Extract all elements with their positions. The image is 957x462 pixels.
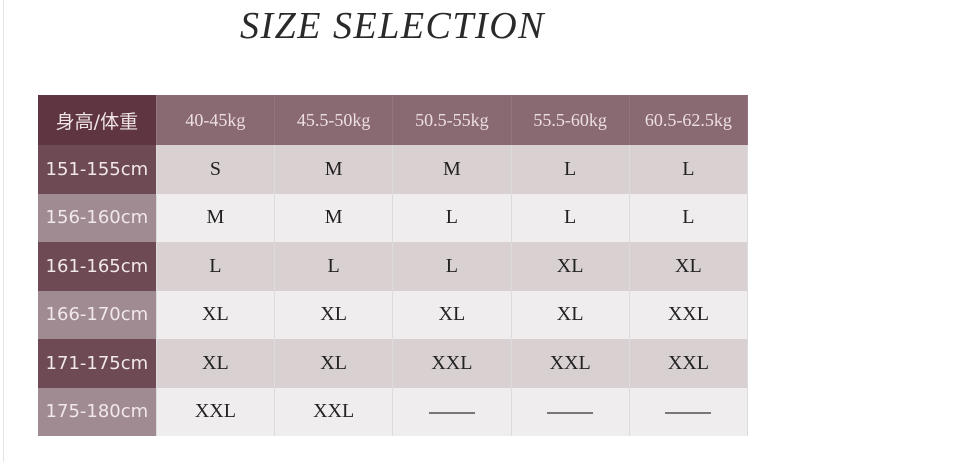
size-cell: L	[392, 242, 512, 291]
row-height-label: 171-175cm	[38, 339, 157, 388]
row-height-label: 151-155cm	[38, 145, 157, 194]
size-cell: XXL	[392, 339, 512, 388]
size-cell: XL	[274, 290, 394, 339]
size-cell: L	[629, 145, 749, 194]
row-height-label: 156-160cm	[38, 193, 157, 242]
size-cell: L	[511, 145, 630, 194]
size-cell: M	[392, 145, 512, 194]
size-cell: XL	[156, 290, 276, 339]
table-row: 175-180cm XXL XXL	[38, 387, 749, 436]
column-header: 50.5-55kg	[392, 95, 512, 145]
size-cell	[629, 387, 749, 436]
size-cell: XL	[629, 242, 749, 291]
table-row: 161-165cm L L L XL XL	[38, 242, 749, 291]
table-row: 166-170cm XL XL XL XL XXL	[38, 290, 749, 339]
size-cell: L	[274, 242, 394, 291]
size-cell: M	[156, 193, 276, 242]
page-title: SIZE SELECTION	[240, 5, 545, 47]
column-header: 55.5-60kg	[511, 95, 630, 145]
table-row: 171-175cm XL XL XXL XXL XXL	[38, 339, 749, 388]
size-cell: L	[392, 193, 512, 242]
row-height-label: 166-170cm	[38, 290, 157, 339]
corner-header: 身高/体重	[38, 95, 157, 145]
header-row: 身高/体重 40-45kg 45.5-50kg 50.5-55kg 55.5-6…	[38, 95, 749, 145]
size-cell: L	[511, 193, 630, 242]
size-cell: XL	[511, 290, 630, 339]
column-header: 40-45kg	[156, 95, 276, 145]
size-cell: L	[629, 193, 749, 242]
size-chart-table: 身高/体重 40-45kg 45.5-50kg 50.5-55kg 55.5-6…	[38, 95, 749, 436]
size-cell: XL	[274, 339, 394, 388]
size-cell: XXL	[629, 290, 749, 339]
not-available-dash	[665, 411, 712, 414]
size-cell	[392, 387, 512, 436]
page-edge-line	[3, 0, 4, 462]
table-row: 151-155cm S M M L L	[38, 145, 749, 194]
column-header: 60.5-62.5kg	[629, 95, 749, 145]
size-cell: L	[156, 242, 276, 291]
size-cell: XL	[156, 339, 276, 388]
size-cell: M	[274, 145, 394, 194]
table-row: 156-160cm M M L L L	[38, 193, 749, 242]
size-cell: XXL	[629, 339, 749, 388]
column-header: 45.5-50kg	[274, 95, 394, 145]
size-cell: XXL	[511, 339, 630, 388]
not-available-dash	[547, 411, 594, 414]
row-height-label: 161-165cm	[38, 242, 157, 291]
row-height-label: 175-180cm	[38, 387, 157, 436]
size-cell: S	[156, 145, 276, 194]
size-cell: XXL	[274, 387, 394, 436]
size-cell: M	[274, 193, 394, 242]
size-cell	[511, 387, 630, 436]
size-cell: XXL	[156, 387, 276, 436]
size-cell: XL	[511, 242, 630, 291]
size-cell: XL	[392, 290, 512, 339]
not-available-dash	[428, 411, 475, 414]
